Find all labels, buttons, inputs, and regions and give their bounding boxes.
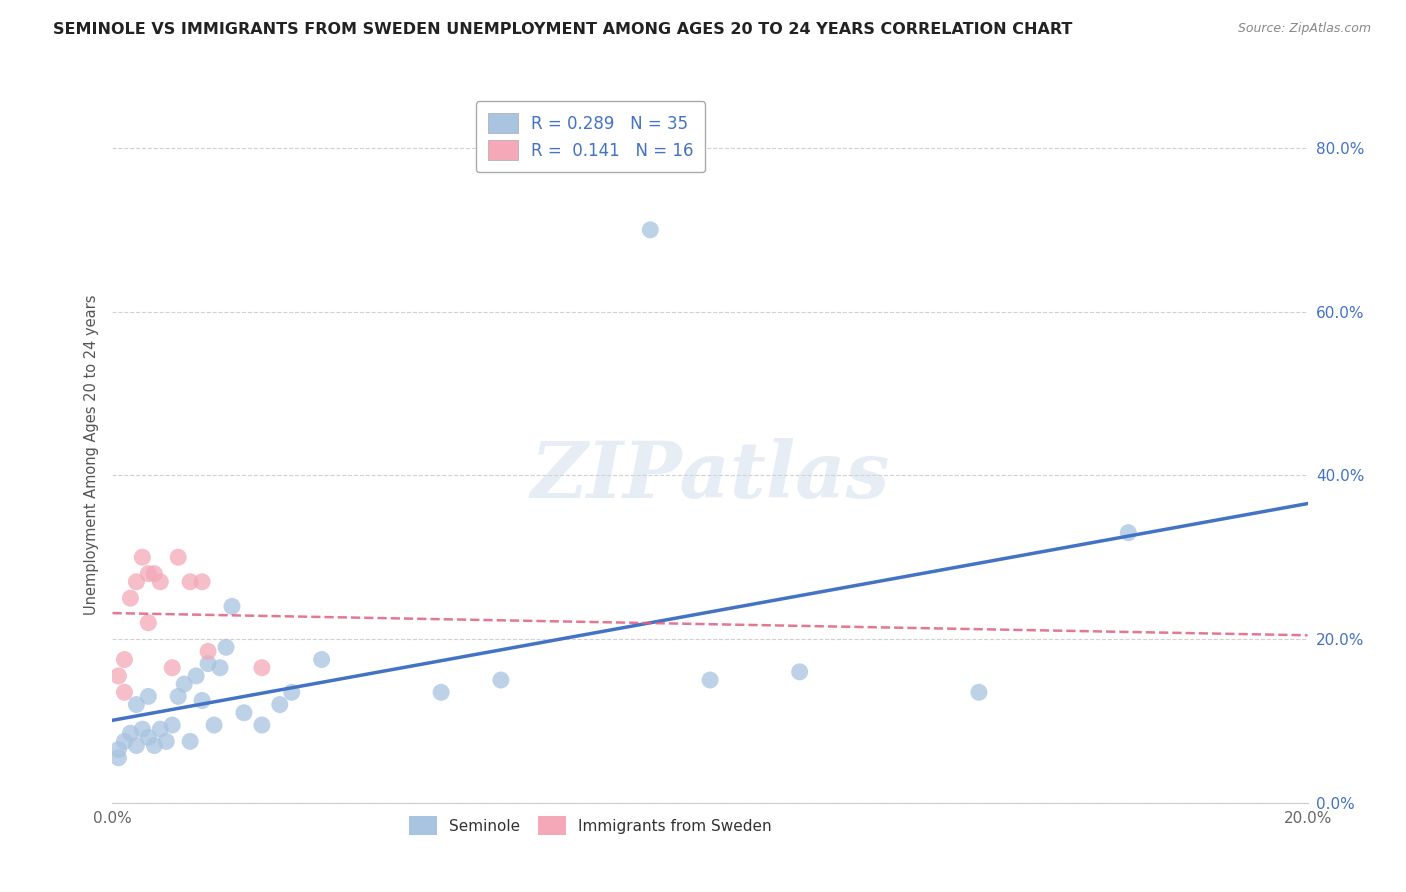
Point <box>162 661 183 675</box>
Point <box>125 739 148 753</box>
Point <box>281 685 304 699</box>
Point <box>138 566 160 581</box>
Point <box>107 742 129 756</box>
Point <box>167 690 190 704</box>
Point <box>107 669 129 683</box>
Point <box>311 652 333 666</box>
Point <box>191 693 214 707</box>
Point <box>149 574 172 589</box>
Point <box>233 706 256 720</box>
Point <box>167 550 190 565</box>
Point <box>430 685 453 699</box>
Point <box>221 599 243 614</box>
Point <box>250 661 273 675</box>
Text: ZIPatlas: ZIPatlas <box>530 438 890 514</box>
Point <box>143 739 166 753</box>
Point <box>489 673 512 687</box>
Point <box>269 698 291 712</box>
Point <box>1118 525 1140 540</box>
Point <box>162 718 183 732</box>
Point <box>250 718 273 732</box>
Point <box>120 726 142 740</box>
Point <box>114 685 135 699</box>
Point <box>215 640 238 655</box>
Point <box>197 644 219 658</box>
Point <box>179 574 201 589</box>
Point <box>699 673 721 687</box>
Point <box>179 734 201 748</box>
Point <box>197 657 219 671</box>
Point <box>131 550 153 565</box>
Point <box>114 734 135 748</box>
Point <box>125 698 148 712</box>
Y-axis label: Unemployment Among Ages 20 to 24 years: Unemployment Among Ages 20 to 24 years <box>83 294 98 615</box>
Point <box>202 718 225 732</box>
Point <box>107 751 129 765</box>
Point <box>173 677 195 691</box>
Point <box>114 652 135 666</box>
Point <box>138 690 160 704</box>
Point <box>125 574 148 589</box>
Text: Source: ZipAtlas.com: Source: ZipAtlas.com <box>1237 22 1371 36</box>
Point <box>120 591 142 606</box>
Point <box>209 661 232 675</box>
Point <box>149 722 172 736</box>
Point <box>186 669 208 683</box>
Point <box>789 665 811 679</box>
Point <box>967 685 990 699</box>
Point <box>640 223 662 237</box>
Point <box>155 734 177 748</box>
Point <box>143 566 166 581</box>
Point <box>138 615 160 630</box>
Point <box>138 731 160 745</box>
Point <box>191 574 214 589</box>
Point <box>131 722 153 736</box>
Text: SEMINOLE VS IMMIGRANTS FROM SWEDEN UNEMPLOYMENT AMONG AGES 20 TO 24 YEARS CORREL: SEMINOLE VS IMMIGRANTS FROM SWEDEN UNEMP… <box>53 22 1073 37</box>
Legend: Seminole, Immigrants from Sweden: Seminole, Immigrants from Sweden <box>396 805 785 847</box>
